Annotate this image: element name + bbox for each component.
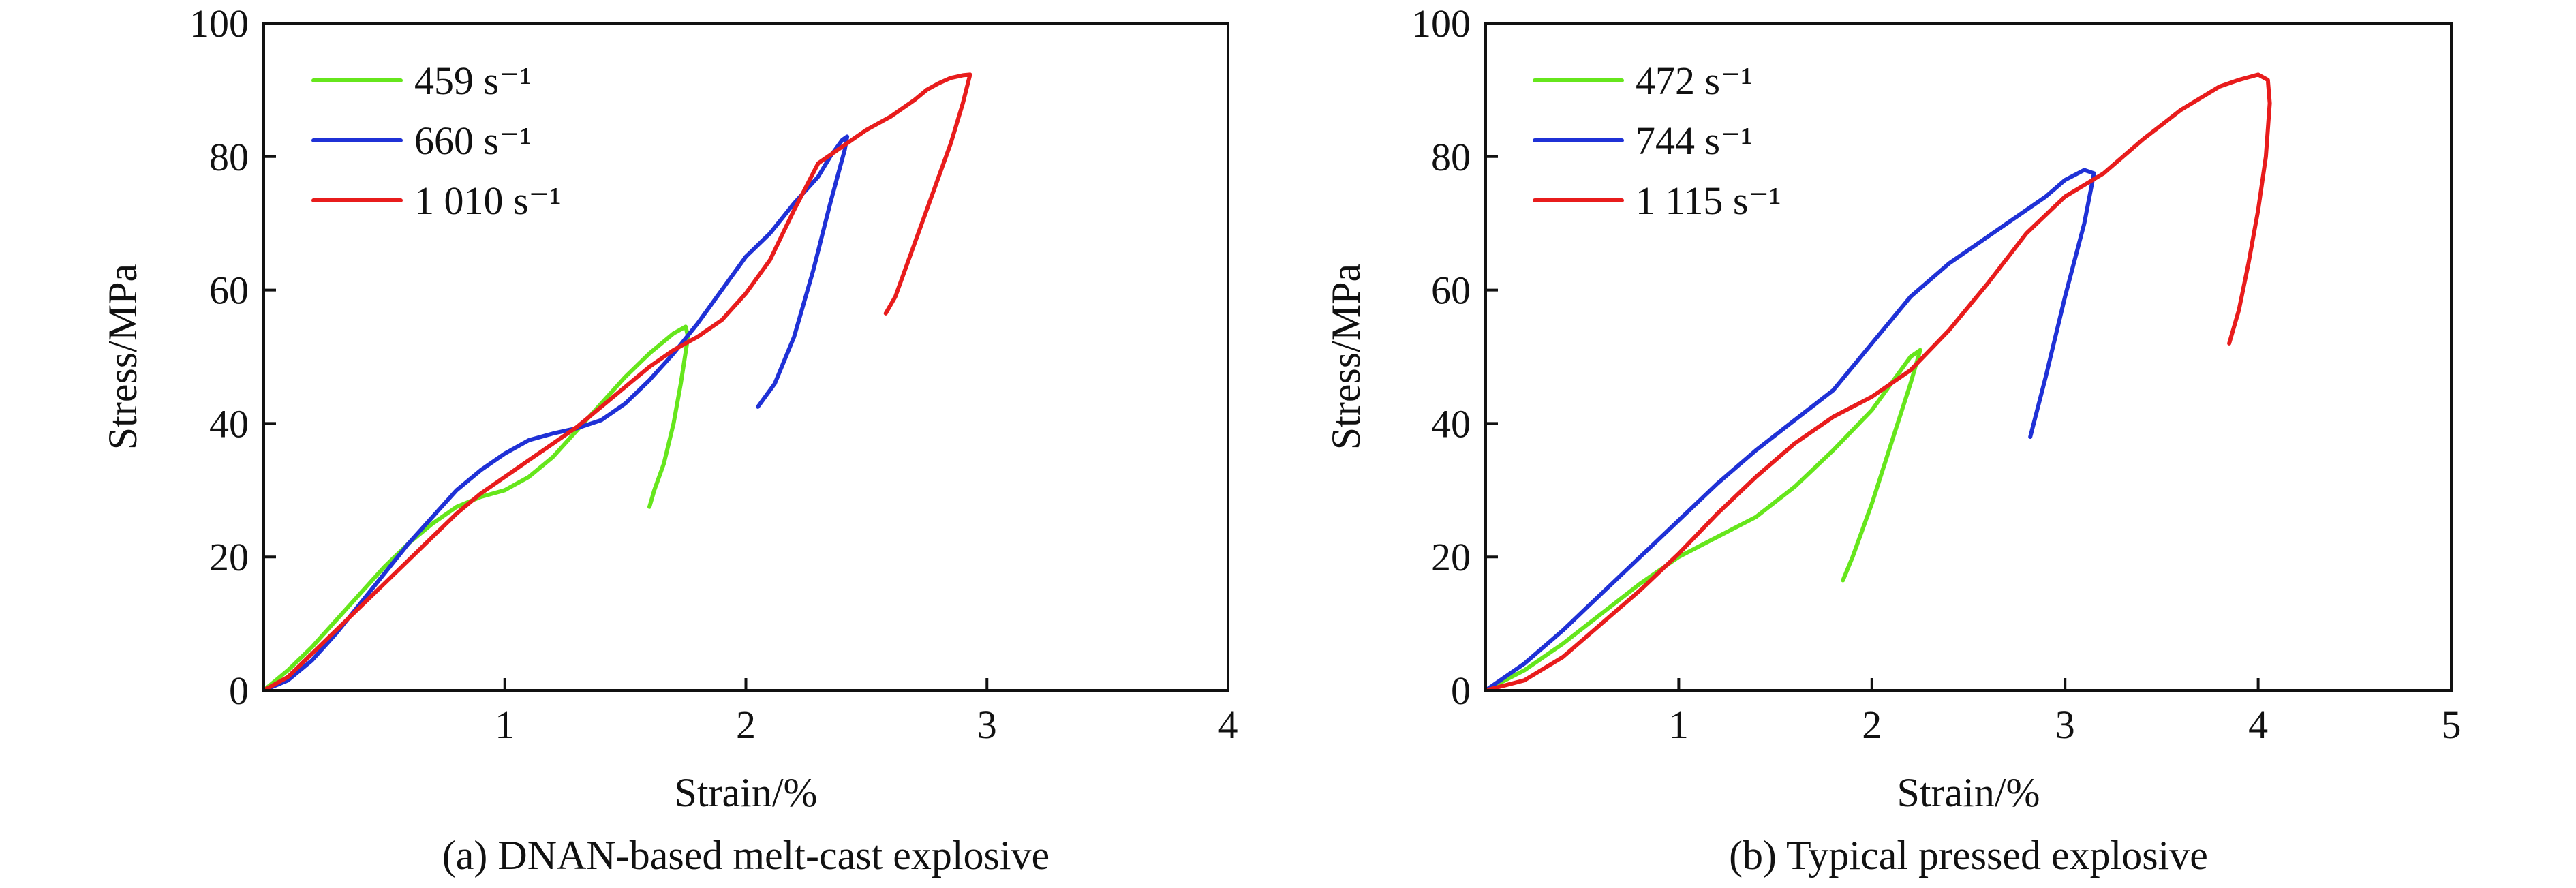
x-tick-label: 1 — [1669, 703, 1689, 747]
series-line-0 — [262, 324, 690, 692]
chart-panel-a: 0 20 40 60 80 100 1 2 3 4 Strain/% Stress/MPa (a) DN… — [100, 1, 1238, 878]
chart-panel-b: 0 20 40 60 80 100 1 2 3 4 5 Strain/% Stress/MPa (b) T… — [1323, 1, 2462, 878]
y-tick-label: 20 — [1431, 535, 1471, 579]
x-axis-title: Strain/% — [1897, 770, 2040, 815]
x-tick-label: 3 — [2055, 703, 2075, 747]
panel-caption: (a) DNAN-based melt-cast explosive — [442, 833, 1049, 878]
y-tick-label: 80 — [1431, 135, 1471, 179]
x-axis-title: Strain/% — [675, 770, 818, 815]
x-tick-label: 4 — [2248, 703, 2268, 747]
legend-label: 1 010 s⁻¹ — [414, 179, 562, 223]
legend-label: 660 s⁻¹ — [414, 119, 532, 163]
x-tick-label: 2 — [1862, 703, 1882, 747]
legend-label: 744 s⁻¹ — [1636, 119, 1753, 163]
y-axis-title: Stress/MPa — [1323, 264, 1368, 450]
y-tick-label: 100 — [1411, 1, 1471, 46]
y-tick-label: 0 — [1451, 669, 1471, 713]
x-tick-label: 5 — [2442, 703, 2462, 747]
series-line-2 — [262, 72, 972, 692]
y-tick-label: 40 — [1431, 401, 1471, 446]
y-axis-title: Stress/MPa — [100, 264, 145, 450]
panel-caption: (b) Typical pressed explosive — [1729, 833, 2208, 878]
series-line-1 — [1484, 168, 2096, 692]
plot-frame — [262, 22, 1229, 692]
y-tick-label: 60 — [1431, 269, 1471, 313]
y-tick-label: 20 — [209, 535, 249, 579]
y-tick-label: 60 — [209, 269, 249, 313]
series-line-2 — [1484, 72, 2272, 692]
legend-label: 1 115 s⁻¹ — [1636, 179, 1781, 223]
x-tick-label: 3 — [977, 703, 997, 747]
x-tick-label: 1 — [495, 703, 515, 747]
legend: 472 s⁻¹ 744 s⁻¹ 1 115 s⁻¹ — [1533, 59, 1781, 223]
y-tick-label: 80 — [209, 135, 249, 179]
plot-frame — [1484, 22, 2453, 692]
x-tick-label: 2 — [736, 703, 756, 747]
x-tick-label: 4 — [1218, 703, 1238, 747]
y-tick-label: 40 — [209, 401, 249, 446]
y-tick-label: 0 — [229, 669, 249, 713]
legend-label: 459 s⁻¹ — [414, 59, 532, 103]
series-line-0 — [1484, 348, 1922, 692]
legend-label: 472 s⁻¹ — [1636, 59, 1753, 103]
legend: 459 s⁻¹ 660 s⁻¹ 1 010 s⁻¹ — [311, 59, 562, 223]
y-tick-label: 100 — [189, 1, 249, 46]
